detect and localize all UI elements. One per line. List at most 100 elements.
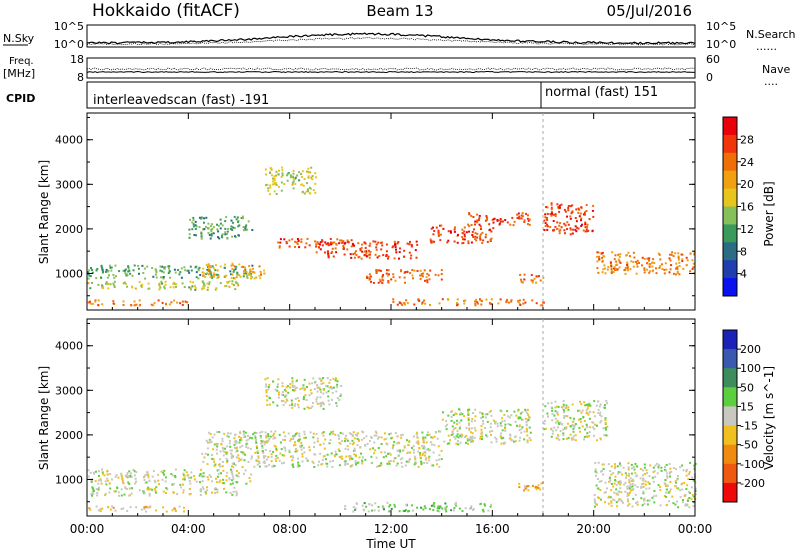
heatmap-cell [214, 443, 217, 446]
heatmap-cell [465, 441, 467, 444]
heatmap-cell [281, 393, 284, 396]
heatmap-cell [200, 234, 203, 237]
heatmap-cell [471, 437, 474, 440]
heatmap-cell [303, 178, 306, 180]
heatmap-cell [344, 440, 346, 443]
heatmap-cell [130, 304, 133, 307]
heatmap-cell [330, 452, 333, 455]
heatmap-cell [421, 301, 424, 304]
heatmap-cell [522, 302, 525, 305]
heatmap-cell [555, 429, 558, 432]
heatmap-cell [584, 221, 587, 224]
heatmap-cell [219, 222, 222, 225]
heatmap-cell [95, 470, 97, 473]
heatmap-cell [652, 471, 655, 473]
heatmap-cell [328, 386, 331, 389]
heatmap-cell [411, 509, 414, 512]
heatmap-cell [558, 438, 561, 441]
heatmap-cell [297, 240, 300, 243]
heatmap-cell [208, 283, 211, 286]
heatmap-cell [128, 494, 131, 497]
heatmap-cell [285, 394, 288, 397]
heatmap-cell [393, 257, 396, 260]
heatmap-cell [663, 482, 666, 485]
heatmap-cell [201, 486, 204, 489]
heatmap-cell [633, 468, 636, 471]
heatmap-cell [204, 491, 207, 494]
heatmap-cell [259, 277, 262, 280]
heatmap-cell [286, 174, 288, 177]
heatmap-cell [253, 277, 256, 280]
heatmap-cell [292, 456, 295, 459]
heatmap-cell [365, 255, 368, 258]
heatmap-cell [624, 481, 627, 484]
heatmap-cell [200, 235, 203, 238]
heatmap-cell [499, 422, 502, 425]
heatmap-cell [373, 441, 376, 444]
heatmap-cell [233, 437, 236, 440]
heatmap-cell [206, 441, 209, 444]
heatmap-cell [206, 282, 209, 285]
heatmap-cell [334, 379, 337, 382]
heatmap-cell [415, 441, 418, 444]
heatmap-cell [363, 502, 366, 505]
heatmap-cell [319, 248, 322, 251]
heatmap-cell [556, 221, 559, 224]
heatmap-cell [573, 426, 576, 429]
colorbar-swatch [723, 152, 737, 172]
heatmap-cell [294, 443, 297, 446]
heatmap-cell [631, 482, 634, 485]
heatmap-cell [291, 403, 294, 406]
heatmap-cell [200, 468, 203, 471]
heatmap-cell [648, 271, 651, 274]
heatmap-cell [567, 422, 569, 425]
heatmap-cell [503, 413, 506, 416]
heatmap-cell [105, 281, 108, 284]
heatmap-cell [206, 272, 209, 275]
heatmap-cell [659, 258, 662, 261]
heatmap-cell [326, 385, 329, 388]
heatmap-cell [606, 268, 609, 271]
heatmap-cell [148, 494, 151, 497]
heatmap-cell [575, 230, 578, 233]
heatmap-cell [640, 486, 643, 489]
heatmap-cell [419, 269, 422, 272]
heatmap-cell [490, 503, 492, 506]
heatmap-cell [210, 233, 213, 236]
heatmap-cell [87, 282, 90, 285]
heatmap-cell [344, 241, 347, 244]
heatmap-cell [476, 232, 479, 235]
heatmap-cell [459, 426, 462, 429]
heatmap-cell [366, 442, 369, 445]
heatmap-cell [164, 476, 167, 479]
heatmap-cell [217, 469, 220, 471]
heatmap-cell [520, 214, 523, 217]
heatmap-cell [477, 219, 480, 222]
noise-right-key: ...... [756, 40, 777, 53]
heatmap-cell [207, 269, 210, 272]
heatmap-cell [307, 167, 310, 170]
heatmap-cell [283, 461, 285, 464]
heatmap-cell [405, 299, 408, 302]
heatmap-cell [133, 474, 136, 477]
heatmap-cell [160, 280, 163, 283]
heatmap-cell [632, 497, 635, 500]
heatmap-cell [614, 254, 617, 257]
heatmap-cell [553, 426, 556, 429]
heatmap-cell [482, 422, 485, 425]
heatmap-cell [378, 278, 381, 281]
colorbar-tick-label: -15 [740, 420, 758, 433]
heatmap-cell [306, 182, 308, 185]
heatmap-cell [609, 496, 612, 499]
heatmap-cell [301, 460, 304, 463]
heatmap-cell [203, 475, 206, 478]
heatmap-cell [294, 403, 297, 406]
heatmap-cell [537, 487, 540, 489]
heatmap-cell [131, 487, 134, 490]
heatmap-cell [106, 283, 109, 285]
heatmap-cell [263, 443, 266, 446]
heatmap-cell [583, 211, 586, 214]
heatmap-cell [301, 183, 304, 186]
heatmap-cell [363, 437, 366, 440]
heatmap-cell [219, 282, 222, 285]
